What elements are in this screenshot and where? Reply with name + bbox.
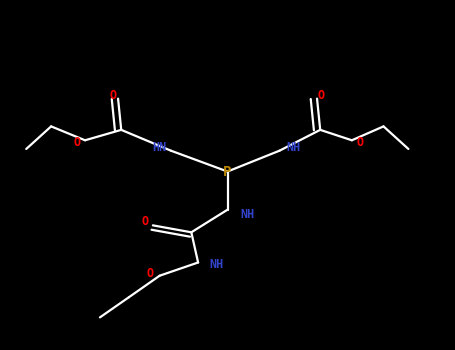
Text: NH: NH [241, 209, 255, 222]
Text: O: O [318, 89, 325, 101]
Text: NH: NH [209, 258, 223, 271]
Text: O: O [146, 267, 153, 280]
Text: P: P [223, 164, 232, 178]
Text: NH: NH [286, 141, 300, 154]
Text: O: O [110, 89, 117, 101]
Text: HN: HN [152, 141, 167, 154]
Text: O: O [141, 215, 148, 229]
Text: O: O [73, 135, 81, 148]
Text: O: O [356, 135, 364, 148]
